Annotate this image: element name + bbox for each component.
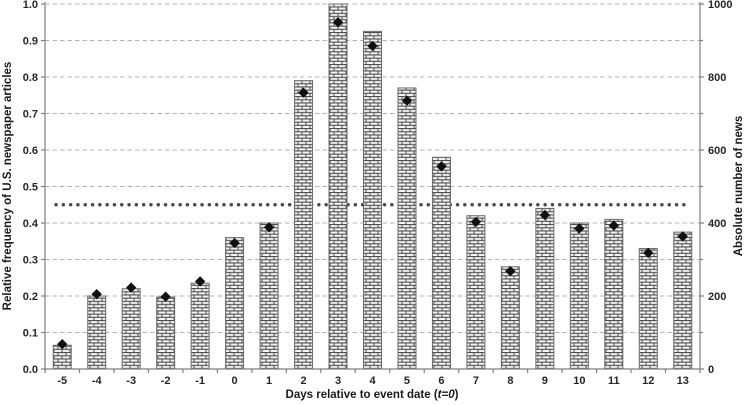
x-tick-label-11: 11 — [608, 375, 620, 387]
x-tick-label-10: 10 — [573, 375, 585, 387]
x-tick-label-3: 3 — [335, 375, 341, 387]
x-tick-label-2: 2 — [300, 375, 306, 387]
left-tick-label-0.8: 0.8 — [23, 72, 38, 84]
bar-day-7 — [466, 215, 486, 370]
left-tick-label-0.5: 0.5 — [23, 182, 38, 194]
marker-day-8 — [505, 265, 516, 277]
right-tick-label-0: 0 — [708, 364, 714, 376]
right-tick-label-400: 400 — [708, 218, 726, 230]
x-tick-label-1: 1 — [266, 375, 272, 387]
x-tick-label-7: 7 — [473, 375, 479, 387]
marker-day-0 — [229, 237, 240, 249]
bar-day-0 — [225, 237, 245, 370]
marker-day-4 — [367, 40, 378, 52]
x-tick-label-13: 13 — [677, 375, 689, 387]
bar-day-12 — [638, 248, 658, 370]
marker-day--1 — [194, 276, 206, 287]
bar-day-6 — [431, 156, 451, 370]
marker-day-5 — [401, 95, 413, 106]
marker-day--2 — [160, 291, 171, 302]
bar-day-1 — [259, 222, 279, 370]
bar-day-3 — [328, 3, 348, 370]
left-tick-label-0.6: 0.6 — [23, 145, 38, 157]
marker-day--4 — [91, 288, 102, 300]
marker-day-3 — [332, 17, 344, 28]
bar-day-4 — [363, 30, 382, 370]
x-tick-label-4: 4 — [369, 375, 376, 387]
marker-day-1 — [263, 222, 275, 233]
plot-area: 0.0 0.1 0.2 0.3 0.4 0.5 0.6 0.7 0.8 0.9 1.0 0 200 400… — [23, 0, 733, 387]
x-tick-label-6: 6 — [438, 375, 444, 387]
right-tick-label-600: 600 — [708, 145, 726, 157]
right-axis-title: Absolute number of news — [733, 116, 745, 257]
marker-day-13 — [677, 231, 688, 242]
bar-day-11 — [604, 218, 624, 370]
bar-day-10 — [569, 222, 589, 370]
left-tick-label-0.4: 0.4 — [23, 218, 39, 230]
x-tick-label--2: -2 — [161, 375, 171, 387]
marker-day-12 — [643, 247, 654, 259]
x-tick-label-8: 8 — [507, 375, 513, 387]
left-tick-label-0.2: 0.2 — [23, 291, 38, 303]
x-tick-label--4: -4 — [92, 375, 103, 387]
bar-day-5 — [397, 87, 417, 370]
marker-day-7 — [470, 216, 482, 228]
bar-day-2 — [294, 80, 314, 370]
marker-day-9 — [539, 209, 551, 221]
marker-day--3 — [125, 282, 137, 293]
left-tick-label-1.0: 1.0 — [23, 0, 38, 11]
marker-day-2 — [298, 87, 309, 98]
marker-day--5 — [57, 338, 68, 350]
x-axis-title: Days relative to event date (t=0) — [286, 389, 459, 401]
left-tick-label-0.7: 0.7 — [23, 109, 38, 121]
left-tick-label-0.0: 0.0 — [23, 364, 38, 376]
marker-day-11 — [608, 220, 620, 231]
x-axis-title-italic: t=0 — [438, 389, 456, 401]
x-tick-label-9: 9 — [542, 375, 548, 387]
x-tick-label-5: 5 — [404, 375, 410, 387]
x-tick-label-0: 0 — [232, 375, 238, 387]
marker-day-10 — [574, 223, 585, 234]
x-tick-label--3: -3 — [126, 375, 136, 387]
left-axis-title: Relative frequency of U.S. newspaper art… — [2, 62, 14, 311]
bar-day-13 — [673, 231, 693, 370]
marker-day-6 — [436, 161, 447, 172]
bar-day--3 — [121, 288, 141, 370]
right-tick-label-1000: 1000 — [708, 0, 732, 11]
bar-day-9 — [535, 207, 555, 370]
right-tick-label-200: 200 — [708, 291, 726, 303]
right-tick-label-800: 800 — [708, 72, 726, 84]
x-tick-label-12: 12 — [642, 375, 654, 387]
bar-day--2 — [156, 296, 176, 370]
x-tick-label--5: -5 — [57, 375, 67, 387]
bar-day--1 — [190, 282, 210, 370]
left-tick-label-0.1: 0.1 — [23, 328, 38, 340]
x-tick-label--1: -1 — [195, 375, 205, 387]
bar-day--4 — [87, 295, 107, 370]
left-tick-label-0.9: 0.9 — [23, 36, 38, 48]
bar-day-8 — [500, 266, 520, 370]
left-tick-label-0.3: 0.3 — [23, 255, 38, 267]
x-axis-title-suffix: ) — [455, 389, 459, 401]
x-axis-title-main: Days relative to event date ( — [286, 389, 438, 401]
